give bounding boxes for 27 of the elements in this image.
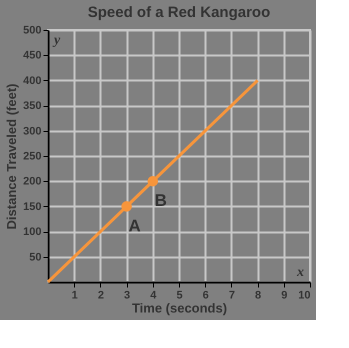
y-tick-label: 150 — [23, 200, 42, 213]
x-tick-label: 2 — [98, 290, 104, 302]
y-tick-label: 450 — [23, 50, 42, 62]
y-tick-label: 50 — [29, 251, 42, 264]
annotation: x — [296, 265, 304, 280]
annotation: B — [154, 191, 167, 210]
x-tick-label: 7 — [228, 290, 235, 302]
x-tick-label: 8 — [255, 290, 262, 302]
y-tick-label: 500 — [23, 24, 42, 36]
y-tick-label: 100 — [23, 226, 42, 238]
annotation: y — [52, 33, 61, 48]
y-tick-label: 250 — [23, 150, 42, 162]
x-tick-label: 9 — [281, 290, 288, 302]
x-tick-label: 5 — [176, 290, 183, 302]
y-tick-label: 300 — [23, 125, 42, 138]
x-tick-label: 4 — [150, 290, 158, 302]
x-tick-label: 10 — [298, 290, 310, 302]
x-tick-label: 6 — [202, 290, 209, 302]
annotation: A — [128, 216, 141, 236]
y-tick-label: 200 — [23, 176, 42, 188]
y-axis-title: Distance Traveled (feet) — [4, 84, 20, 230]
chart-title: Speed of a Red Kangaroo — [88, 4, 270, 21]
x-tick-label: 3 — [124, 290, 130, 302]
x-axis-title: Time (seconds) — [132, 300, 228, 316]
x-tick-label: 1 — [72, 290, 78, 302]
y-tick-label: 350 — [23, 100, 42, 112]
y-tick-label: 400 — [23, 74, 42, 87]
